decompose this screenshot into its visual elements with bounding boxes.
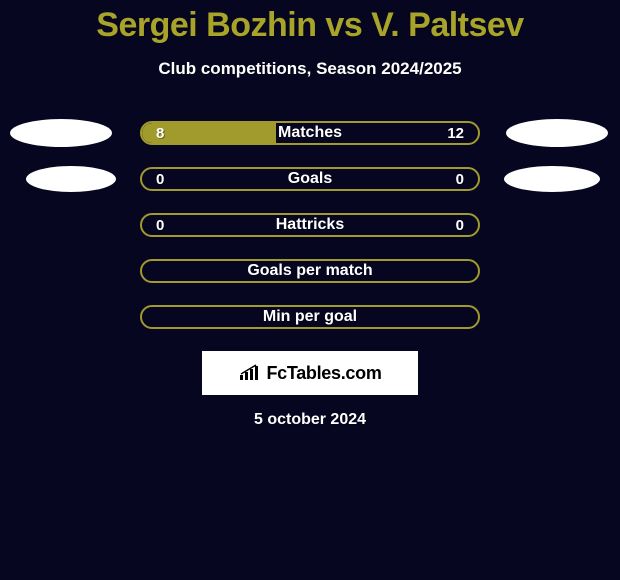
logo-text: FcTables.com — [266, 363, 381, 384]
date-text: 5 october 2024 — [254, 411, 366, 429]
stat-right-value: 0 — [456, 217, 464, 234]
stat-label: Goals — [142, 170, 478, 188]
stat-bar: Min per goal — [140, 305, 480, 329]
stat-row: Min per goal — [0, 305, 620, 329]
ellipse-left — [10, 119, 112, 147]
stat-row: 8Matches12 — [0, 121, 620, 145]
stat-right-value: 12 — [447, 125, 464, 142]
stat-bar: 8Matches12 — [140, 121, 480, 145]
barchart-icon — [238, 364, 262, 382]
stat-row: Goals per match — [0, 259, 620, 283]
stat-right-value: 0 — [456, 171, 464, 188]
stat-label: Goals per match — [142, 262, 478, 280]
logo-box: FcTables.com — [202, 351, 418, 395]
stat-bar: Goals per match — [140, 259, 480, 283]
stat-bar: 0Goals0 — [140, 167, 480, 191]
stat-row: 0Goals0 — [0, 167, 620, 191]
stat-row: 0Hattricks0 — [0, 213, 620, 237]
page: Sergei Bozhin vs V. Paltsev Club competi… — [0, 0, 620, 580]
page-title: Sergei Bozhin vs V. Paltsev — [96, 6, 523, 45]
ellipse-left — [26, 166, 116, 192]
ellipse-right — [504, 166, 600, 192]
stat-label: Min per goal — [142, 308, 478, 326]
stat-label: Matches — [142, 124, 478, 142]
stat-rows: 8Matches120Goals00Hattricks0Goals per ma… — [0, 121, 620, 329]
ellipse-right — [506, 119, 608, 147]
page-subtitle: Club competitions, Season 2024/2025 — [158, 59, 461, 79]
stat-bar: 0Hattricks0 — [140, 213, 480, 237]
stat-label: Hattricks — [142, 216, 478, 234]
